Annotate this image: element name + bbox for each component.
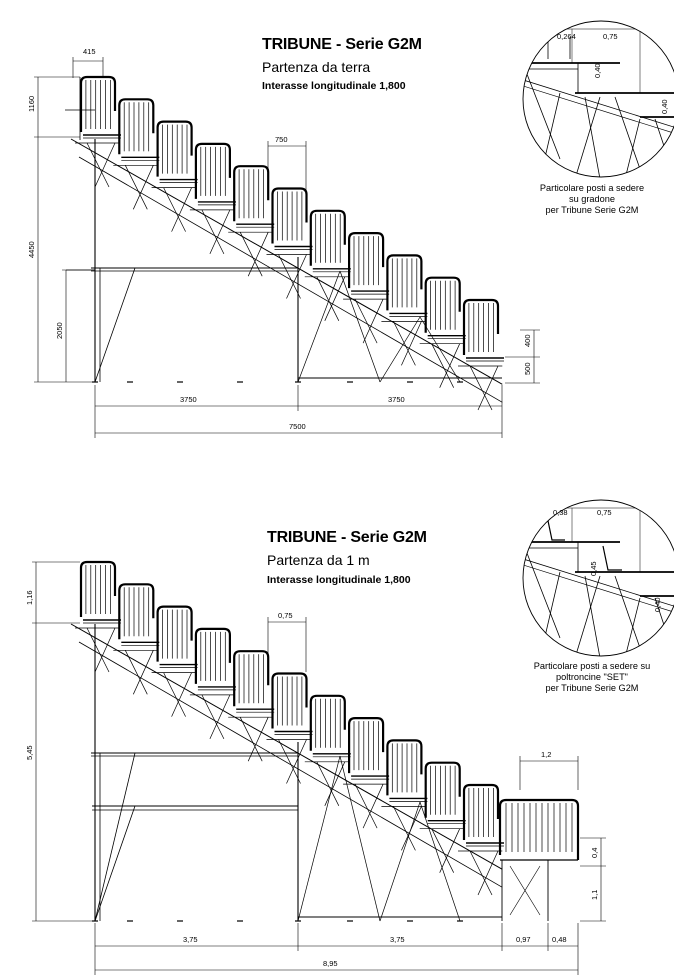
bottom-detail-caption: Particolare posti a sedere su poltroncin…: [510, 661, 674, 694]
bottom-drawing-title: TRIBUNE - Serie G2M: [267, 529, 427, 546]
bottom-grandstand-structure: [70, 560, 580, 922]
dim-3-75-left: 3,75: [183, 935, 198, 944]
dim-2050: 2050: [55, 322, 64, 339]
detail-top-dim-b: 0,75: [603, 32, 618, 41]
dim-0-48: 0,48: [552, 935, 567, 944]
dim-1-16: 1,16: [25, 590, 34, 605]
top-caption-line-1: Particolare posti a sedere: [539, 183, 645, 193]
detail-bot-dim-a: 0,38: [553, 508, 568, 517]
dim-3750-left: 3750: [180, 395, 197, 404]
dim-415: 415: [83, 47, 96, 56]
bottom-drawing-subtitle: Partenza da 1 m: [267, 552, 370, 568]
bottom-drawing-spec: Interasse longitudinale 1,800: [267, 574, 411, 586]
dim-400: 400: [523, 334, 532, 347]
detail-bot-dim-c: 0,45: [589, 561, 598, 576]
dim-3-75-right: 3,75: [390, 935, 405, 944]
detail-top-dim-d: 0,40: [660, 99, 669, 114]
dim-500: 500: [523, 362, 532, 375]
dim-1-1: 1,1: [590, 890, 599, 900]
top-drawing-subtitle: Partenza da terra: [262, 59, 371, 75]
bottom-caption-line-1: Particolare posti a sedere su: [533, 661, 651, 671]
dim-0-97: 0,97: [516, 935, 531, 944]
top-detail-circle: [522, 20, 674, 178]
detail-bot-dim-d: 0,40: [653, 597, 662, 612]
dim-7500: 7500: [289, 422, 306, 431]
dim-4450: 4450: [27, 241, 36, 258]
bottom-detail-circle: [522, 499, 674, 657]
dim-3750-right: 3750: [388, 395, 405, 404]
top-grandstand-structure: [65, 75, 504, 411]
top-detail-caption: Particolare posti a sedere su gradone pe…: [508, 183, 674, 216]
dim-1-2: 1,2: [541, 750, 551, 759]
detail-bot-dim-b: 0,75: [597, 508, 612, 517]
top-caption-line-2: su gradone: [569, 194, 615, 204]
bottom-caption-line-2: poltroncine "SET": [556, 672, 628, 682]
top-drawing-title: TRIBUNE - Serie G2M: [262, 36, 422, 53]
top-caption-line-3: per Tribune Serie G2M: [545, 205, 639, 215]
dim-1160: 1160: [27, 96, 36, 112]
dim-5-45: 5,45: [25, 745, 34, 760]
dim-8-95: 8,95: [323, 959, 338, 968]
top-dimensions: [34, 57, 540, 438]
dim-0-75: 0,75: [278, 611, 293, 620]
detail-top-dim-a: 0,264: [557, 32, 576, 41]
detail-top-dim-c: 0,40: [593, 63, 602, 78]
bottom-caption-line-3: per Tribune Serie G2M: [545, 683, 639, 693]
bottom-dimensions: [32, 561, 606, 975]
top-drawing-spec: Interasse longitudinale 1,800: [262, 80, 406, 92]
dim-0-4: 0,4: [590, 848, 599, 858]
dim-750: 750: [275, 135, 288, 144]
